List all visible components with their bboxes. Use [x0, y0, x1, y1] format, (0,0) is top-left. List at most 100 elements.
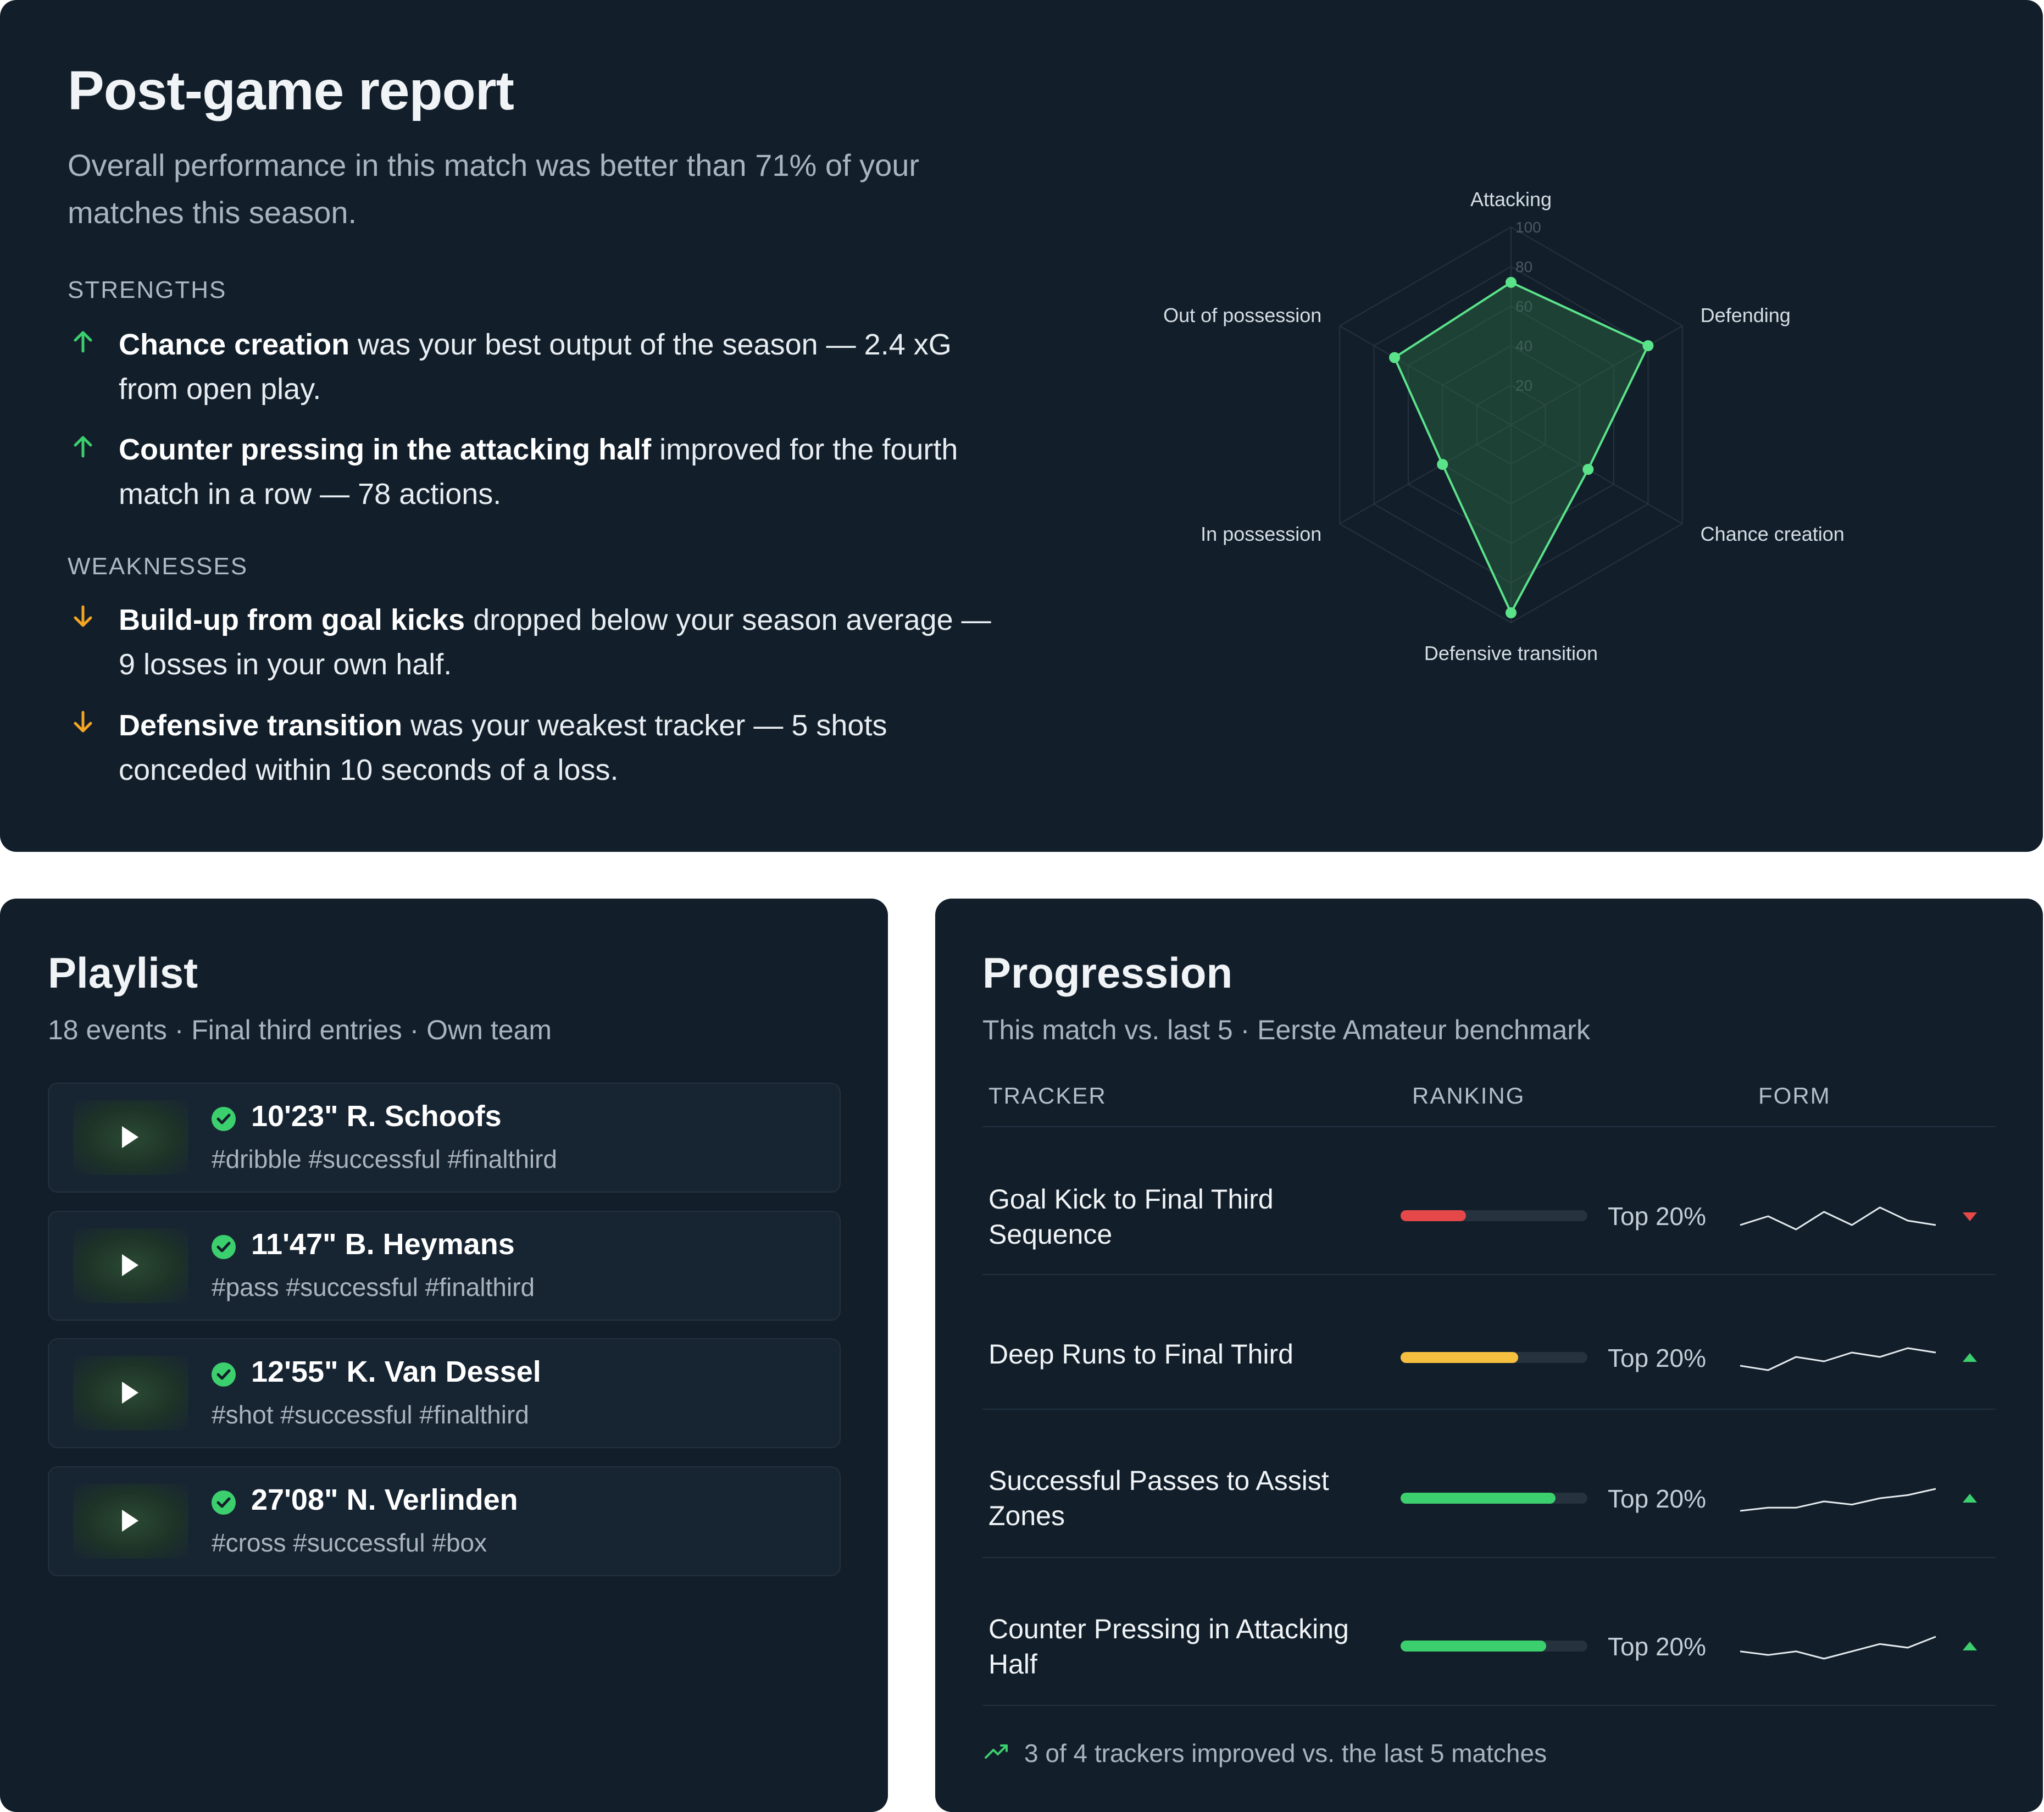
- ranking-bar-fill: [1401, 1493, 1556, 1504]
- playlist-item[interactable]: 12'55" K. Van Dessel #shot #successful #…: [48, 1338, 841, 1448]
- radar-axis-label: Attacking: [1470, 188, 1552, 210]
- performance-radar-chart: 20 40 60 80 100 Attacking Defending Chance crea…: [1163, 188, 1845, 664]
- divider: [982, 1274, 1996, 1275]
- report-summary: Overall performance in this match was be…: [68, 148, 920, 230]
- progression-footer: 3 of 4 trackers improved vs. the last 5 …: [1024, 1739, 1547, 1767]
- tracker-name: Counter Pressing in Attacking Half: [988, 1614, 1349, 1680]
- event-title: 10'23" R. Schoofs: [251, 1100, 502, 1133]
- sparkline-path: [1740, 1206, 1936, 1231]
- playlist-item[interactable]: 10'23" R. Schoofs #dribble #successful #…: [48, 1083, 841, 1193]
- triangle-up-icon: [1963, 1353, 1977, 1362]
- radar-axis-label: In possession: [1201, 523, 1321, 545]
- radar-tick-label: 20: [1515, 377, 1532, 394]
- divider: [982, 1409, 1996, 1410]
- event-title: 11'47" B. Heymans: [251, 1228, 515, 1261]
- arrow-up-icon: [74, 331, 92, 353]
- trending-up-icon: [985, 1744, 1008, 1759]
- check-circle-icon: [212, 1107, 236, 1131]
- form-sparkline: [1740, 1347, 1936, 1371]
- radar-point: [1506, 276, 1517, 288]
- radar-axis-label: Defensive transition: [1424, 642, 1598, 664]
- radar-spoke: [1510, 424, 1683, 524]
- play-icon[interactable]: [122, 1126, 138, 1148]
- playlist-meta: 18 events · Final third entries · Own te…: [48, 1015, 552, 1045]
- radar-tick-label: 100: [1515, 219, 1541, 236]
- trend-up-icon: [1963, 1494, 1977, 1503]
- sparkline-path: [1740, 1636, 1936, 1660]
- event-title: 12'55" K. Van Dessel: [251, 1355, 541, 1388]
- strength-title: Counter pressing in the attacking half: [119, 433, 652, 466]
- radar-point: [1388, 352, 1400, 363]
- strength-text: was your best output of the season — 2.4…: [119, 328, 952, 406]
- sparkline-path: [1740, 1488, 1936, 1512]
- event-title: 27'08" N. Verlinden: [251, 1483, 518, 1516]
- ranking-label: Top 20%: [1608, 1202, 1707, 1231]
- video-thumbnail[interactable]: [73, 1228, 188, 1303]
- triangle-up-icon: [1963, 1494, 1977, 1503]
- tracker-name: Successful Passes to Assist Zones: [988, 1465, 1329, 1531]
- form-sparkline: [1740, 1636, 1936, 1660]
- radar-point: [1642, 340, 1654, 351]
- form-sparkline: [1740, 1206, 1936, 1231]
- progression-meta: This match vs. last 5 · Eerste Amateur b…: [982, 1015, 1590, 1045]
- trend-up-icon: [1963, 1353, 1977, 1362]
- radar-point: [1437, 459, 1448, 470]
- ranking-bar-fill: [1401, 1641, 1547, 1652]
- video-thumbnail[interactable]: [73, 1356, 188, 1431]
- divider: [982, 1705, 1996, 1706]
- ranking-bar-fill: [1401, 1210, 1466, 1221]
- progression-title: Progression: [982, 949, 1233, 997]
- ranking-bar: [1401, 1210, 1587, 1221]
- ranking-bar: [1401, 1641, 1587, 1652]
- radar-tick-label: 40: [1515, 337, 1532, 354]
- check-circle-icon: [212, 1362, 236, 1387]
- column-header-tracker: TRACKER: [988, 1083, 1107, 1109]
- ranking-bar-fill: [1401, 1352, 1519, 1363]
- sparkline-path: [1740, 1347, 1936, 1371]
- strengths-label: STRENGTHS: [68, 276, 227, 303]
- playlist-title: Playlist: [48, 949, 198, 997]
- event-tags: #cross #successful #box: [212, 1528, 487, 1557]
- play-icon[interactable]: [122, 1382, 138, 1404]
- weakness-title: Defensive transition: [119, 709, 403, 742]
- check-circle-icon: [212, 1235, 236, 1259]
- ranking-bar: [1401, 1352, 1587, 1363]
- radar-series-area: [1393, 281, 1650, 616]
- event-tags: #dribble #successful #finalthird: [212, 1145, 558, 1173]
- radar-axis-label: Chance creation: [1701, 523, 1845, 545]
- playlist-item[interactable]: 11'47" B. Heymans #pass #successful #fin…: [48, 1211, 841, 1321]
- radar-spoke: [1339, 325, 1512, 425]
- post-game-report-card: Post-game report Overall performance in …: [0, 0, 2043, 852]
- ranking-bar: [1401, 1493, 1587, 1504]
- check-circle-icon: [212, 1490, 236, 1515]
- video-thumbnail[interactable]: [73, 1100, 188, 1175]
- event-tags: #shot #successful #finalthird: [212, 1400, 529, 1429]
- strength-title: Chance creation: [119, 328, 350, 361]
- radar-spoke: [1339, 424, 1512, 524]
- playlist-card: Playlist 18 events · Final third entries…: [0, 899, 888, 1812]
- weakness-text: dropped below your season average — 9 lo…: [119, 603, 991, 681]
- radar-spoke: [1510, 325, 1683, 425]
- radar-point: [1582, 464, 1594, 475]
- arrow-down-icon: [74, 605, 92, 627]
- radar-axis-label: Defending: [1701, 304, 1791, 326]
- ranking-label: Top 20%: [1608, 1484, 1707, 1513]
- strength-text: improved for the fourth match in a row —…: [119, 433, 958, 511]
- ranking-label: Top 20%: [1608, 1344, 1707, 1372]
- weakness-text: was your weakest tracker — 5 shots conce…: [119, 709, 887, 786]
- radar-tick-label: 80: [1515, 258, 1532, 275]
- playlist-item[interactable]: 27'08" N. Verlinden #cross #successful #…: [48, 1466, 841, 1576]
- triangle-up-icon: [1963, 1642, 1977, 1650]
- event-tags: #pass #successful #finalthird: [212, 1273, 535, 1301]
- weakness-title: Build-up from goal kicks: [119, 603, 465, 636]
- tracker-name: Goal Kick to Final Third Sequence: [988, 1184, 1274, 1250]
- weaknesses-label: WEAKNESSES: [68, 553, 248, 580]
- divider: [982, 1126, 1996, 1127]
- page-title: Post-game report: [68, 60, 514, 121]
- trend-down-icon: [1963, 1212, 1977, 1221]
- radar-tick-label: 60: [1515, 298, 1532, 315]
- play-icon[interactable]: [122, 1254, 138, 1276]
- video-thumbnail[interactable]: [73, 1484, 188, 1559]
- arrow-up-icon: [74, 436, 92, 458]
- play-icon[interactable]: [122, 1510, 138, 1532]
